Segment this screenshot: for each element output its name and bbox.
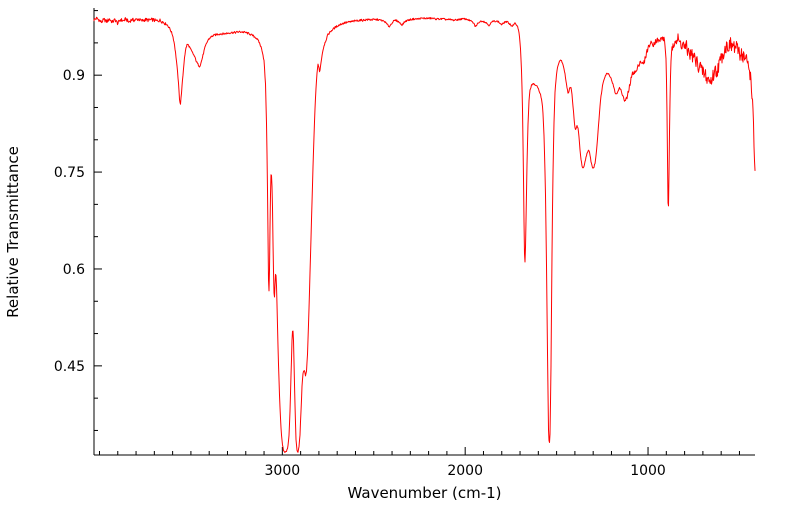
y-tick-label: 0.6: [63, 262, 85, 278]
x-tick-label: 1000: [630, 463, 666, 479]
x-tick-label: 2000: [447, 463, 483, 479]
spectrum-line: [93, 16, 756, 453]
x-tick-label: 3000: [265, 463, 301, 479]
y-tick-label: 0.9: [63, 68, 85, 84]
y-tick-label: 0.45: [54, 359, 85, 375]
y-tick-label: 0.75: [54, 165, 85, 181]
y-axis-title: Relative Transmittance: [4, 146, 22, 318]
x-axis-title: Wavenumber (cm-1): [348, 484, 502, 502]
